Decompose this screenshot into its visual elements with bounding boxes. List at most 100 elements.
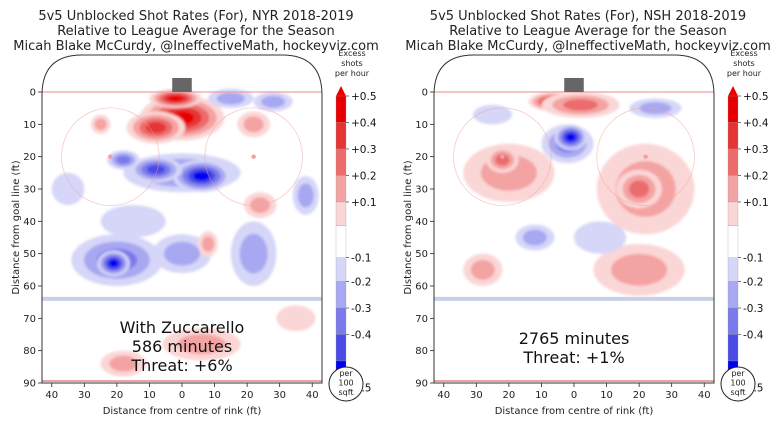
chart-subtitle: Relative to League Average for the Seaso…	[57, 24, 335, 39]
faceoff-circle	[596, 107, 695, 206]
faceoff-circle	[61, 107, 160, 206]
heat-contour	[611, 253, 668, 286]
y-tick-label: 30	[23, 185, 36, 196]
x-tick-label: 20	[241, 390, 254, 401]
colorbar-title-line: Excess	[730, 49, 757, 58]
colorbar-tick-label: -0.2	[351, 277, 372, 289]
colorbar-tick-label: +0.5	[351, 91, 377, 103]
heat-contour	[470, 259, 495, 280]
y-tick-label: 10	[23, 120, 36, 131]
colorbar-title-line: per hour	[335, 69, 370, 78]
heat-contour	[216, 92, 245, 105]
y-tick-label: 70	[415, 314, 428, 325]
colorbar-segment	[335, 95, 347, 123]
annotation-line: 2765 minutes	[519, 329, 630, 348]
y-tick-label: 50	[415, 249, 428, 260]
colorbar-tick-label: -0.1	[743, 253, 764, 265]
rink-markings	[434, 91, 714, 383]
heat-contour	[51, 172, 85, 206]
annotation-line: Threat: +6%	[130, 356, 232, 375]
faceoff-dot	[108, 154, 113, 159]
colorbar-tick-label: +0.1	[743, 197, 769, 209]
faceoff-dot	[643, 154, 648, 159]
goal-net	[172, 78, 192, 92]
faceoff-circle	[204, 107, 303, 206]
heat-contour	[239, 233, 268, 274]
annotation-line: With Zuccarello	[120, 318, 245, 337]
x-tick-label: 40	[437, 390, 450, 401]
colorbar-segment	[727, 257, 739, 282]
heat-contour	[177, 334, 226, 355]
chart-credit: Micah Blake McCurdy, @IneffectiveMath, h…	[13, 39, 379, 54]
y-tick-label: 80	[23, 346, 36, 357]
heat-contour	[563, 99, 598, 111]
colorbar-tick-label: -0.3	[351, 303, 372, 315]
heatmap-layer	[463, 92, 695, 296]
chart-panel-right: 5v5 Unblocked Shot Rates (For), NSH 2018…	[392, 0, 784, 430]
faceoff-circle	[453, 107, 552, 206]
unit-label: per	[339, 369, 353, 378]
heat-contour	[94, 118, 107, 131]
heat-contour	[116, 155, 131, 165]
x-tick-label: 40	[45, 390, 58, 401]
colorbar-segment	[727, 307, 739, 335]
heat-contour	[145, 121, 167, 134]
colorbar-title-line: per hour	[727, 69, 762, 78]
unit-label: 100	[338, 379, 353, 388]
x-tick-label: 40	[306, 390, 319, 401]
faceoff-dot	[251, 154, 256, 159]
annotation-line: Threat: +1%	[522, 348, 624, 367]
y-tick-label: 10	[415, 120, 428, 131]
colorbar-tick-label: +0.4	[743, 118, 769, 130]
heat-contour	[628, 180, 650, 198]
x-tick-label: 30	[78, 390, 91, 401]
colorbar-segment	[335, 257, 347, 282]
colorbar-title-line: shots	[341, 59, 362, 68]
colorbar-segment	[335, 281, 347, 309]
heat-contour	[495, 154, 510, 166]
x-axis-label: Distance from centre of rink (ft)	[495, 406, 654, 417]
x-tick-label: 30	[665, 390, 678, 401]
colorbar-segment	[727, 201, 739, 227]
y-tick-label: 0	[422, 88, 428, 99]
colorbar-tick-label: +0.2	[743, 171, 769, 183]
colorbar-segment	[727, 95, 739, 123]
heat-contour	[193, 171, 210, 181]
heatmap-layer	[51, 88, 319, 377]
x-tick-label: 20	[633, 390, 646, 401]
colorbar-title-line: shots	[733, 59, 754, 68]
colorbar-tick-label: -0.3	[743, 303, 764, 315]
unit-label: per	[731, 369, 745, 378]
x-tick-label: 10	[208, 390, 221, 401]
goal-net	[564, 78, 584, 92]
colorbar-segment	[727, 122, 739, 150]
y-tick-label: 60	[415, 282, 428, 293]
x-tick-label: 0	[179, 390, 185, 401]
heat-contour	[108, 259, 119, 268]
colorbar-tick-label: -0.4	[351, 330, 372, 342]
colorbar-extend-top	[336, 86, 346, 96]
y-tick-label: 0	[30, 88, 36, 99]
colorbar-segment	[335, 334, 347, 362]
unit-label: sqft	[730, 388, 745, 397]
colorbar-tick-label: -0.4	[743, 330, 764, 342]
heat-contour	[574, 221, 627, 254]
y-tick-label: 90	[23, 379, 36, 390]
colorbar-tick-label: +0.3	[351, 144, 377, 156]
heat-contour	[522, 229, 547, 246]
colorbar-segment	[335, 307, 347, 335]
unit-circle	[328, 366, 364, 402]
colorbar-tick-label: -0.1	[351, 253, 372, 265]
heat-contour	[109, 355, 138, 372]
colorbar-segment	[727, 148, 739, 176]
annotation-line: 586 minutes	[132, 337, 232, 356]
heat-contour	[261, 95, 286, 108]
chart-title: 5v5 Unblocked Shot Rates (For), NSH 2018…	[429, 9, 747, 24]
y-axis-label: Distance from goal line (ft)	[403, 160, 414, 294]
y-tick-label: 60	[23, 282, 36, 293]
heat-contour	[163, 241, 201, 266]
heat-contour	[202, 236, 215, 252]
chart-title: 5v5 Unblocked Shot Rates (For), NYR 2018…	[38, 9, 354, 24]
